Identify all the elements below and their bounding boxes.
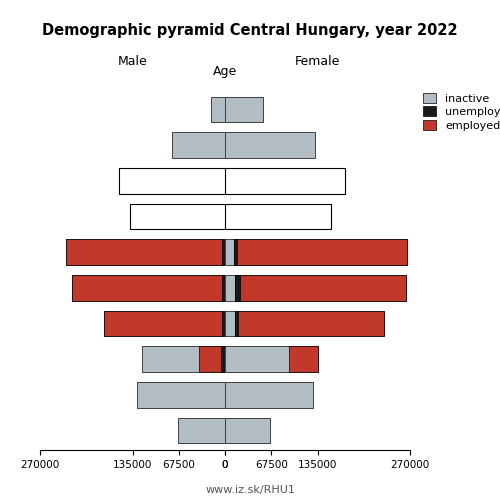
Legend: inactive, unemployed, employed: inactive, unemployed, employed xyxy=(418,88,500,135)
Bar xyxy=(225,204,331,230)
Bar xyxy=(198,346,225,372)
Bar xyxy=(72,275,225,300)
Text: 45: 45 xyxy=(229,247,243,257)
Bar xyxy=(236,275,406,300)
Text: Age: Age xyxy=(213,64,237,78)
Bar xyxy=(225,382,312,407)
Bar xyxy=(234,310,238,336)
Bar xyxy=(142,346,225,372)
Bar xyxy=(225,275,406,300)
Bar xyxy=(104,310,225,336)
Bar xyxy=(178,418,225,443)
Bar xyxy=(225,240,408,265)
Bar xyxy=(236,275,240,300)
Text: Female: Female xyxy=(295,56,340,68)
Text: www.iz.sk/RHU1: www.iz.sk/RHU1 xyxy=(205,485,295,495)
Text: 65: 65 xyxy=(229,176,243,186)
Bar xyxy=(222,275,225,300)
Bar xyxy=(66,240,225,265)
Text: 55: 55 xyxy=(229,212,243,222)
Bar xyxy=(72,275,225,300)
Bar xyxy=(138,382,225,407)
Text: Demographic pyramid Central Hungary, year 2022: Demographic pyramid Central Hungary, yea… xyxy=(42,22,458,38)
Bar xyxy=(225,310,384,336)
Bar xyxy=(225,132,316,158)
Bar xyxy=(225,418,270,443)
Text: Male: Male xyxy=(118,56,148,68)
Bar xyxy=(234,310,384,336)
Bar xyxy=(225,168,345,194)
Bar xyxy=(225,97,262,122)
Text: 0: 0 xyxy=(232,426,239,436)
Bar xyxy=(130,204,225,230)
Bar xyxy=(234,240,408,265)
Text: 15: 15 xyxy=(229,354,243,364)
Bar xyxy=(172,132,225,158)
Bar xyxy=(119,168,225,194)
Bar xyxy=(222,240,225,265)
Bar xyxy=(288,346,318,372)
Text: 25: 25 xyxy=(229,318,243,328)
Bar xyxy=(225,346,318,372)
Text: 35: 35 xyxy=(229,283,243,293)
Text: 75: 75 xyxy=(229,140,243,150)
Bar xyxy=(222,310,225,336)
Text: 85: 85 xyxy=(229,104,243,115)
Bar xyxy=(221,346,225,372)
Bar xyxy=(104,310,225,336)
Bar xyxy=(66,240,225,265)
Bar xyxy=(234,240,237,265)
Bar xyxy=(212,97,225,122)
Text: 5: 5 xyxy=(232,390,239,400)
